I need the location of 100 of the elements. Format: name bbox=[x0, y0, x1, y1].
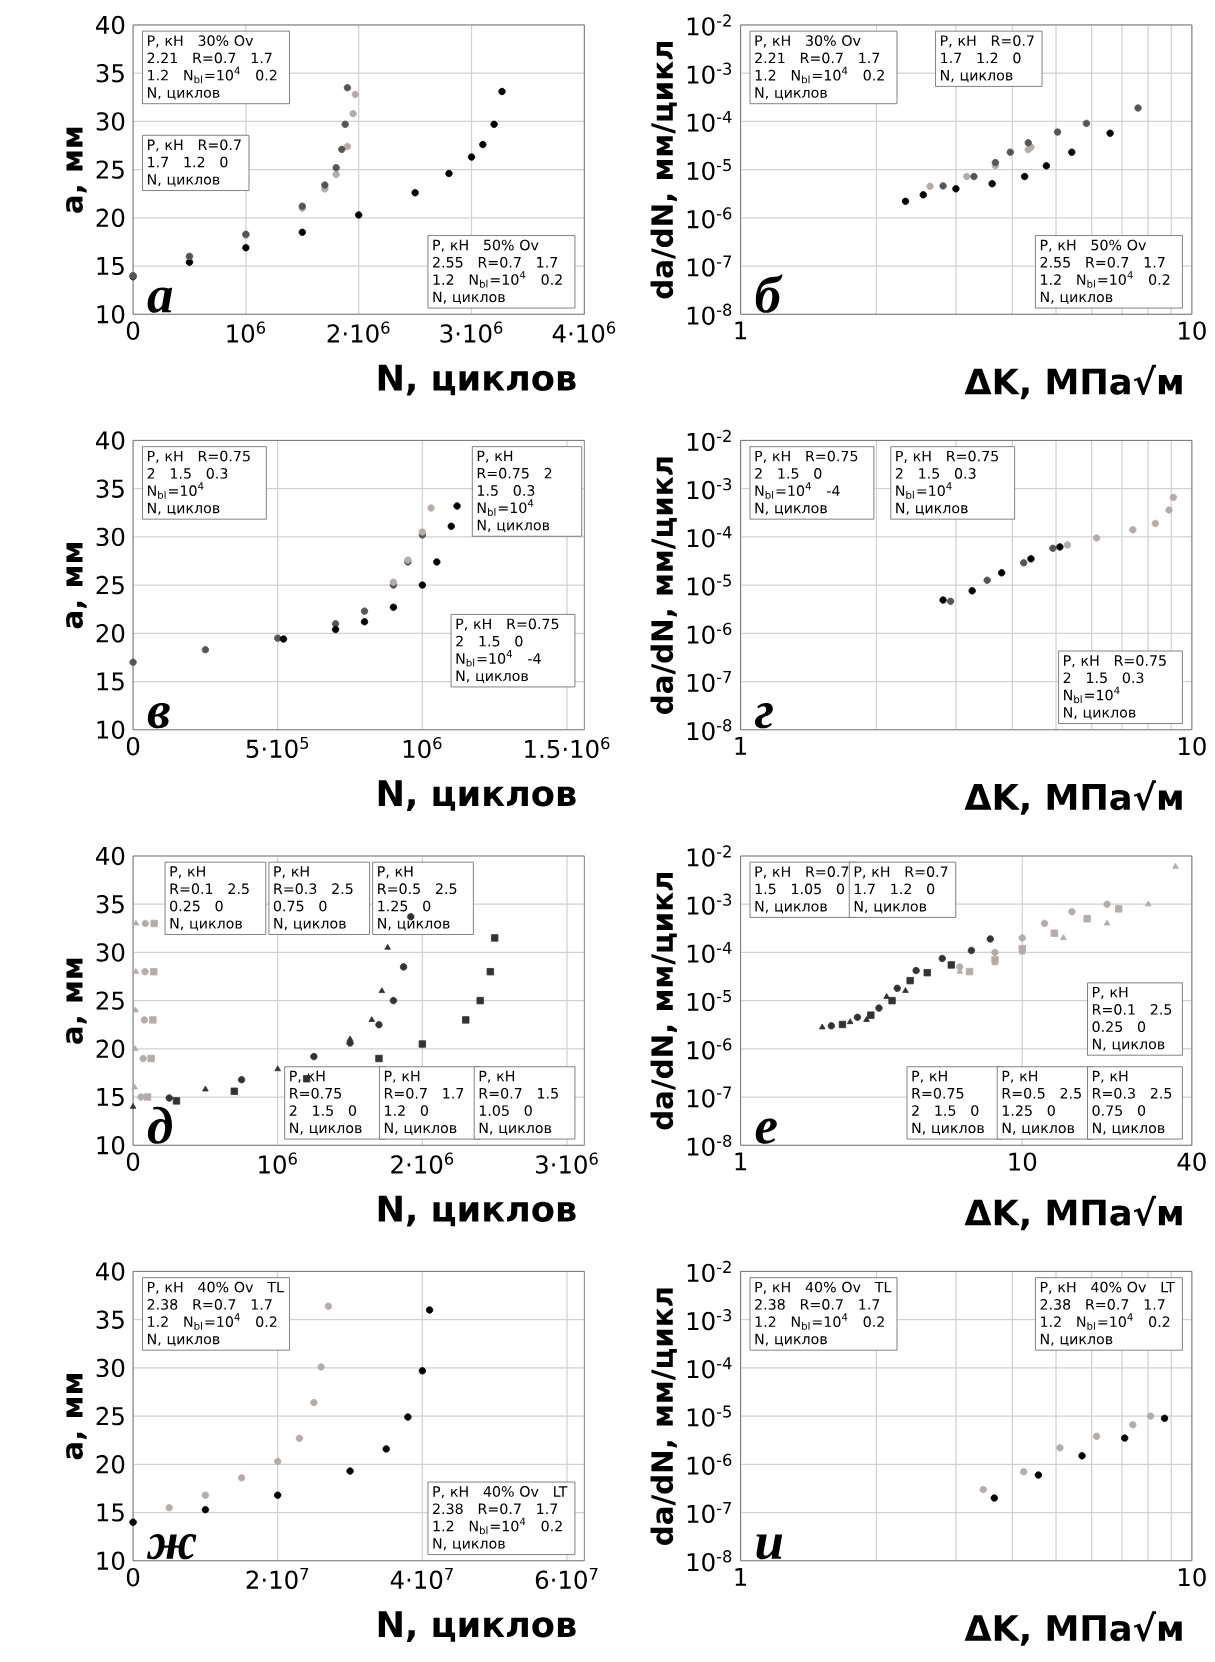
annotation: R=0.7 bbox=[198, 139, 241, 151]
x-tick-label: 1 bbox=[735, 321, 747, 340]
annotation: P, кН bbox=[896, 450, 931, 463]
y-tick-label: 10$^{-3}$ bbox=[687, 478, 732, 500]
y-tick-label: 10$^{-5}$ bbox=[687, 990, 731, 1012]
annotation: N, циклов bbox=[1092, 1122, 1165, 1136]
annotation: N, циклов bbox=[378, 918, 450, 931]
annotation: N, циклов bbox=[479, 1122, 552, 1136]
y-axis-title: da/dN, мм/цикл bbox=[650, 41, 677, 299]
annotation: 1.5 bbox=[1087, 672, 1107, 684]
annotation: R=0.7 bbox=[1086, 1299, 1129, 1310]
y-tick-label: 15 bbox=[97, 1087, 124, 1107]
annotation: P, кН bbox=[479, 1070, 515, 1083]
annotation: 0 bbox=[215, 900, 223, 912]
annotation: R=0.75 bbox=[290, 1087, 342, 1099]
x-tick-label: 40 bbox=[1177, 1152, 1206, 1171]
annotation: 1.2 bbox=[755, 1316, 776, 1327]
annotation: 0 bbox=[814, 468, 822, 479]
annotation: R=0.75 bbox=[507, 618, 559, 630]
y-tick-label: 25 bbox=[96, 575, 124, 595]
y-axis-title: a, мм bbox=[66, 543, 87, 629]
annotation: 40% Ov bbox=[483, 1486, 539, 1497]
annotation: 0.3 bbox=[1122, 672, 1144, 684]
annotation: 2 bbox=[544, 467, 552, 479]
y-tick-label: 35 bbox=[96, 1310, 124, 1329]
annotation: N, циклов bbox=[1064, 707, 1136, 720]
annotation: N$_{bl}$=10$^{4}$ bbox=[469, 271, 526, 288]
y-tick-label: 15 bbox=[97, 672, 124, 691]
annotation: 1.7 bbox=[859, 1299, 880, 1310]
annotation: 2 bbox=[289, 1105, 297, 1116]
annotation: 1.05 bbox=[479, 1105, 509, 1116]
annotation: N$_{bl}$=10$^{4}$ bbox=[1077, 1313, 1133, 1330]
annotation: 1.2 bbox=[977, 52, 998, 64]
annotation: R=0.7 bbox=[478, 256, 521, 268]
annotation: R=0.75 bbox=[477, 467, 529, 479]
y-tick-label: 20 bbox=[96, 208, 125, 228]
annotation: 0 bbox=[1137, 1105, 1146, 1116]
annotation: P, кН bbox=[147, 35, 183, 48]
y-tick-label: 35 bbox=[96, 894, 124, 914]
annotation: 2.21 bbox=[147, 52, 177, 64]
annotation: 2.5 bbox=[1150, 1004, 1172, 1015]
y-tick-label: 10 bbox=[97, 1551, 125, 1570]
x-tick-label: 1 bbox=[735, 1567, 747, 1586]
annotation: P, кН bbox=[384, 1070, 420, 1083]
annotation: R=0.75 bbox=[912, 1087, 964, 1099]
annotation: 2.21 bbox=[755, 52, 785, 64]
annotation: 1.2 bbox=[755, 69, 776, 81]
x-tick-label: 10 bbox=[1009, 1152, 1037, 1171]
annotation: и bbox=[756, 1534, 783, 1560]
y-tick-label: 30 bbox=[96, 1358, 125, 1378]
y-tick-label: 40 bbox=[96, 15, 125, 35]
annotation: 2.38 bbox=[1040, 1299, 1071, 1310]
y-tick-label: 10$^{-8}$ bbox=[687, 1550, 732, 1572]
annotation: 30% Ov bbox=[198, 35, 254, 46]
annotation: 2.5 bbox=[435, 883, 457, 895]
x-tick-label: 10 bbox=[1179, 321, 1206, 340]
x-tick-label: 3·10$^{6}$ bbox=[536, 1152, 598, 1174]
annotation: R=0.7 bbox=[478, 1503, 521, 1515]
annotation: N$_{bl}$=10$^{4}$ bbox=[184, 66, 240, 84]
annotation: 2 bbox=[755, 468, 762, 479]
y-axis-title: da/dN, мм/цикл bbox=[650, 872, 677, 1130]
annotation: 0.75 bbox=[273, 900, 304, 912]
annotation: N, циклов bbox=[755, 1333, 827, 1347]
annotation: 1.2 bbox=[433, 274, 454, 285]
annotation: R=0.5 bbox=[378, 883, 420, 895]
annotation: P, кН bbox=[147, 450, 183, 463]
annotation: R=0.5 bbox=[1002, 1087, 1045, 1099]
annotation: P, кН bbox=[274, 866, 309, 879]
annotation: 1.5 bbox=[755, 883, 776, 895]
y-tick-label: 40 bbox=[96, 846, 125, 866]
y-axis-title: da/dN, мм/цикл bbox=[650, 1288, 677, 1545]
annotation: R=0.75 bbox=[947, 450, 998, 462]
annotation: N, циклов bbox=[1002, 1122, 1075, 1136]
annotation: 1.25 bbox=[1002, 1105, 1032, 1116]
annotation: N$_{bl}$=10$^{4}$ bbox=[755, 482, 811, 499]
y-tick-label: 10$^{-7}$ bbox=[687, 1502, 731, 1524]
y-tick-label: 25 bbox=[96, 991, 124, 1010]
annotation: 0 bbox=[927, 883, 935, 895]
annotation: 2.38 bbox=[147, 1299, 178, 1310]
annotation: P, кН bbox=[941, 35, 976, 48]
annotation: 1.2 bbox=[1041, 274, 1061, 285]
annotation: N, циклов bbox=[755, 87, 827, 100]
annotation: P, кН bbox=[755, 35, 790, 48]
annotation: 2.55 bbox=[433, 256, 463, 268]
annotation: 0.2 bbox=[256, 69, 277, 81]
annotation: N, циклов bbox=[147, 1333, 220, 1347]
y-tick-label: 10$^{-3}$ bbox=[687, 893, 732, 915]
annotation: N, циклов bbox=[147, 174, 220, 187]
annotation: N, циклов bbox=[433, 1538, 505, 1551]
y-tick-label: 10$^{-4}$ bbox=[687, 1357, 732, 1379]
y-tick-label: 10$^{-2}$ bbox=[687, 1260, 731, 1283]
annotation: 1.7 bbox=[537, 1503, 558, 1514]
annotation: R=0.7 bbox=[991, 35, 1034, 46]
annotation: P, кН bbox=[1092, 1070, 1128, 1083]
annotation: R=0.7 bbox=[1086, 256, 1129, 268]
annotation: 0 bbox=[836, 883, 845, 895]
annotation: 2.5 bbox=[332, 883, 353, 895]
annotation: N$_{bl}$=10$^{4}$ bbox=[184, 1313, 240, 1330]
annotation: N, циклов bbox=[755, 901, 827, 914]
annotation: N, циклов bbox=[170, 918, 242, 931]
